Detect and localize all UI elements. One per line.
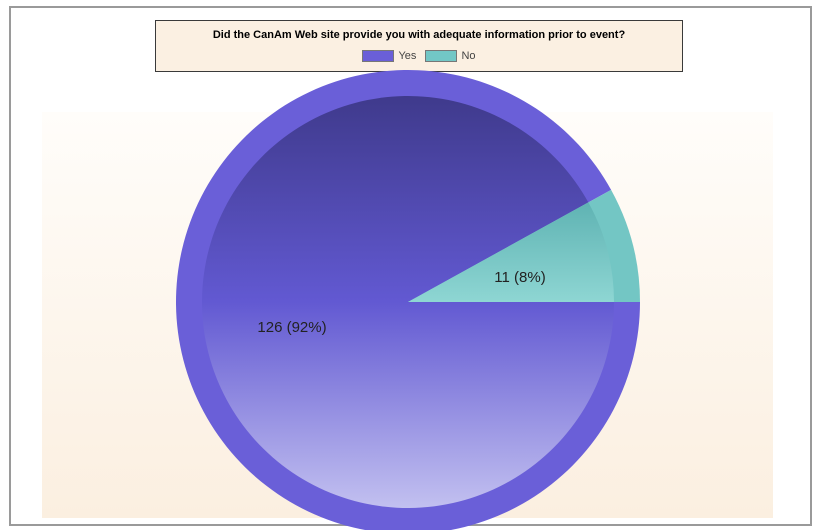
slice-label-no: 11 (8%) [494,269,545,286]
legend-swatch-yes [362,50,395,62]
chart-legend: Yes No [156,50,682,65]
pie-slice-yes [201,96,615,509]
legend-label-yes: Yes [398,50,417,62]
legend-item-yes: Yes [362,50,416,62]
legend-item-no: No [425,50,476,62]
legend-swatch-no [425,50,458,62]
chart-title: Did the CanAm Web site provide you with … [212,29,626,41]
legend-label-no: No [461,50,476,62]
slice-label-yes: 126 (92%) [257,319,326,336]
pie-slice-no [408,202,614,302]
chart-header: Did the CanAm Web site provide you with … [155,20,683,72]
